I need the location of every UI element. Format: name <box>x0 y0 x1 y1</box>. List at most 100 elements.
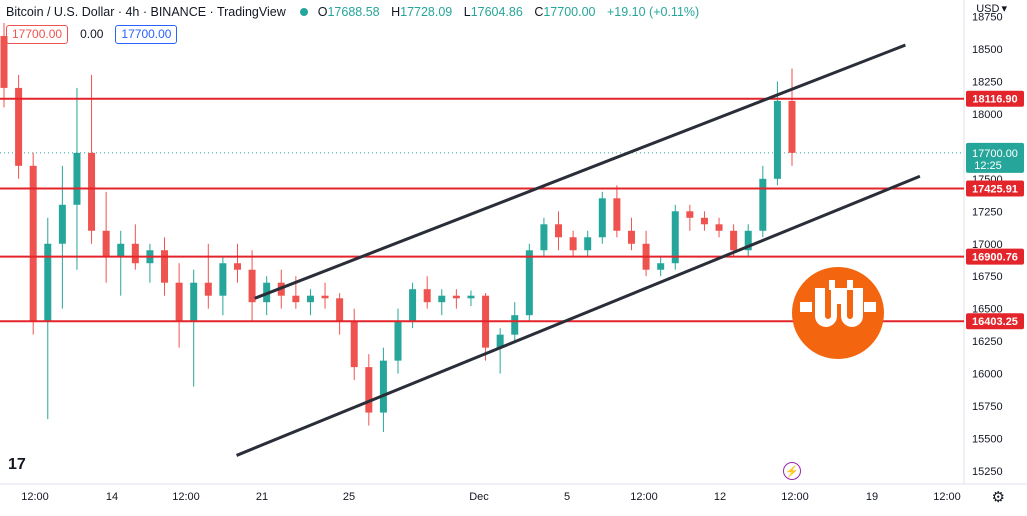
candle-body <box>44 243 52 322</box>
level-price-label: 18116.90 <box>972 94 1017 106</box>
candle-body <box>540 224 548 251</box>
low-label: L <box>463 5 471 19</box>
candle-body <box>292 295 300 303</box>
candle-body <box>365 367 373 413</box>
brand-logo-icon <box>792 267 884 359</box>
x-tick-label: 12:00 <box>933 491 961 503</box>
candle-body <box>175 282 183 322</box>
y-tick-label: 18750 <box>972 11 1003 23</box>
candle-body <box>496 334 504 348</box>
candle-body <box>773 100 781 179</box>
flash-icon[interactable]: ⚡ <box>783 462 801 480</box>
candle-body <box>233 263 241 270</box>
candle-body <box>423 289 431 303</box>
candle-body <box>88 152 96 231</box>
x-tick-label: 5 <box>564 491 570 503</box>
y-tick-label: 16750 <box>972 271 1003 283</box>
candle-body <box>467 295 475 299</box>
currency-selector[interactable]: USD ▾ <box>976 2 1007 16</box>
candle-body <box>29 165 37 322</box>
level-price-badge <box>966 90 1024 107</box>
close-label: C <box>534 5 544 19</box>
candle-body <box>219 263 227 296</box>
x-tick-label: 21 <box>256 491 268 503</box>
tradingview-logo[interactable]: 17 <box>8 456 26 473</box>
x-tick-label: 12:00 <box>630 491 658 503</box>
level-price-badge <box>966 313 1024 330</box>
x-tick-label: 14 <box>106 491 118 503</box>
y-tick-label: 18500 <box>972 44 1003 56</box>
candle-body <box>715 224 723 231</box>
candle-body <box>569 237 577 251</box>
candle-body <box>730 230 738 251</box>
high-label: H <box>391 5 401 19</box>
candle-body <box>350 321 358 368</box>
candle-body <box>102 230 110 257</box>
candle-body <box>511 315 519 335</box>
candle-body <box>555 224 563 238</box>
x-tick-label: 12:00 <box>172 491 200 503</box>
candle-body <box>73 152 81 205</box>
low-value: 17604.86 <box>470 5 523 19</box>
open-value: 17688.58 <box>327 5 380 19</box>
candle-body <box>306 295 314 303</box>
gear-icon[interactable]: ⚙ <box>991 489 1005 506</box>
y-tick-label: 15250 <box>972 466 1003 478</box>
chart-header: Bitcoin / U.S. Dollar · 4h · BINANCE · T… <box>6 4 707 20</box>
y-tick-label: 18250 <box>972 76 1003 88</box>
candle-body <box>0 35 8 88</box>
ohlc-readout: O17688.58 H17728.09 L17604.86 C17700.00 … <box>318 5 707 19</box>
candle-body <box>161 250 169 283</box>
sell-price-button[interactable]: 17700.00 <box>6 24 69 44</box>
x-tick-label: 12 <box>714 491 726 503</box>
channel-upper-line <box>254 43 906 300</box>
x-tick-label: 12:00 <box>21 491 49 503</box>
candle-body <box>58 204 66 244</box>
y-tick-label: 15750 <box>972 401 1003 413</box>
current-price-badge <box>966 142 1024 173</box>
y-tick-label: 18000 <box>972 109 1003 121</box>
level-price-label: 17425.91 <box>972 183 1018 195</box>
currency-label: USD <box>976 2 1000 15</box>
candle-body <box>131 243 139 264</box>
y-tick-label: 17250 <box>972 206 1003 218</box>
change-value: +19.10 (+0.11%) <box>606 5 700 19</box>
high-value: 17728.09 <box>400 5 453 19</box>
y-tick-label: 17000 <box>972 239 1003 251</box>
candle-body <box>657 263 665 270</box>
y-tick-label: 16000 <box>972 369 1003 381</box>
candle-body <box>686 211 694 218</box>
market-status-dot <box>299 8 308 16</box>
chevron-down-icon: ▾ <box>1001 3 1007 15</box>
trade-price-box: 17700.00 0.00 17700.00 <box>6 24 178 44</box>
candle-body <box>248 269 256 303</box>
candle-body <box>525 250 533 316</box>
open-label: O <box>317 5 328 19</box>
spread-value: 0.00 <box>80 26 104 41</box>
candle-body <box>379 360 387 413</box>
candle-body <box>190 282 198 322</box>
candle-body <box>409 289 417 322</box>
candle-countdown-label: 12:25 <box>974 160 1002 172</box>
level-price-badge <box>966 180 1024 197</box>
candle-body <box>759 178 767 231</box>
candle-body <box>627 230 635 244</box>
buy-price-button[interactable]: 17700.00 <box>115 24 178 44</box>
level-price-label: 16403.25 <box>972 316 1018 328</box>
x-tick-label: 12:00 <box>781 491 809 503</box>
y-tick-label: 15500 <box>972 434 1003 446</box>
candle-body <box>336 298 344 322</box>
candle-body <box>438 295 446 303</box>
candle-body <box>452 295 460 299</box>
symbol-title[interactable]: Bitcoin / U.S. Dollar · 4h · BINANCE · T… <box>6 5 286 19</box>
candle-body <box>598 198 606 238</box>
y-tick-label: 16250 <box>972 336 1003 348</box>
close-value: 17700.00 <box>543 5 596 19</box>
candle-body <box>15 87 23 166</box>
candle-body <box>117 243 125 257</box>
y-tick-label: 16500 <box>972 304 1003 316</box>
x-tick-label: Dec <box>469 491 489 503</box>
candle-body <box>394 321 402 361</box>
level-price-badge <box>966 248 1024 265</box>
